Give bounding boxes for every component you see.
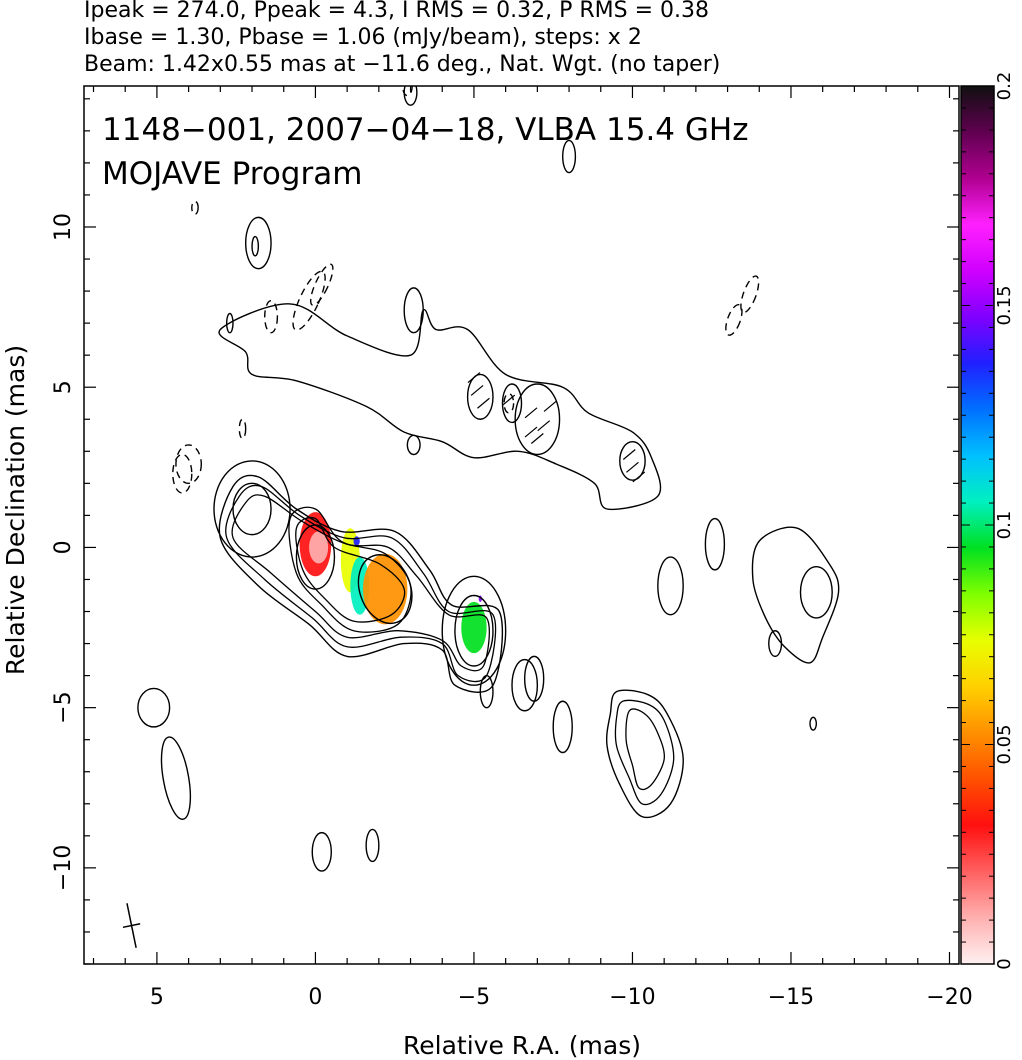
contour xyxy=(403,287,424,334)
negative-contour xyxy=(191,200,199,215)
contour xyxy=(213,460,291,558)
contour xyxy=(562,139,577,174)
contour xyxy=(799,565,833,619)
colorbar-tick-label: 0.15 xyxy=(994,285,1015,325)
x-tick-label: 0 xyxy=(308,985,322,1010)
jet-contour xyxy=(614,699,675,806)
y-tick-label: 0 xyxy=(51,540,76,554)
contour xyxy=(225,312,234,334)
y-tick-label: 10 xyxy=(51,213,76,241)
beam-marker xyxy=(122,903,141,948)
negative-contour xyxy=(740,275,760,314)
hatch-mark xyxy=(477,397,490,409)
contour xyxy=(357,554,413,625)
plot-frame xyxy=(83,85,960,965)
jet-contour xyxy=(625,708,665,791)
polarization-blob xyxy=(362,553,408,625)
y-tick-label: −5 xyxy=(51,691,76,723)
contour xyxy=(311,831,332,872)
x-tick-label: 5 xyxy=(150,985,164,1010)
chart-title: 1148−001, 2007−04−18, VLBA 15.4 GHz xyxy=(102,112,748,148)
contour xyxy=(657,556,684,616)
contour xyxy=(454,594,494,667)
colorbar-tick-label: 0.05 xyxy=(994,724,1015,764)
stats-line-2: Ibase = 1.30, Pbase = 1.06 (mJy/beam), s… xyxy=(84,25,642,50)
negative-contour xyxy=(238,418,247,440)
negative-contour xyxy=(503,392,515,414)
chart-subtitle: MOJAVE Program xyxy=(102,156,362,192)
negative-contour xyxy=(309,263,334,306)
x-tick-label: −5 xyxy=(458,985,490,1010)
hatch-mark xyxy=(543,400,557,412)
negative-contour xyxy=(401,86,413,97)
hatch-mark xyxy=(530,433,544,444)
contour xyxy=(441,575,507,686)
hatch-mark xyxy=(622,449,636,460)
polarization-blob xyxy=(461,601,487,654)
jet-contour xyxy=(218,303,662,511)
contour xyxy=(295,524,336,590)
contour xyxy=(251,235,260,257)
contour xyxy=(365,828,380,863)
hatch-mark xyxy=(626,461,639,473)
x-tick-label: −15 xyxy=(768,985,814,1010)
jet-contour xyxy=(295,516,406,623)
stats-line-1: Ipeak = 274.0, Ppeak = 4.3, I RMS = 0.32… xyxy=(84,0,709,23)
x-axis-label: Relative R.A. (mas) xyxy=(403,1031,641,1060)
negative-contour xyxy=(292,270,326,331)
negative-contour xyxy=(725,304,743,336)
contour xyxy=(479,674,494,709)
colorbar-ticks: 0 0.05 0.1 0.15 0.2 xyxy=(961,72,1015,970)
hatch-mark xyxy=(632,471,646,483)
contour xyxy=(137,687,171,728)
hatch-mark xyxy=(537,420,551,432)
jet-contour xyxy=(606,689,684,819)
contour xyxy=(768,630,783,658)
hatch-mark xyxy=(467,372,481,384)
colorbar-tick-label: 0 xyxy=(994,958,1015,969)
hatch-mark xyxy=(524,426,538,438)
contour xyxy=(511,658,539,712)
hatch-mark xyxy=(524,407,538,419)
contour xyxy=(704,517,726,571)
negative-contour xyxy=(264,299,279,334)
contour xyxy=(160,736,192,820)
contour xyxy=(466,373,494,420)
jet-contour xyxy=(751,526,840,664)
colorbar-tick-label: 0.2 xyxy=(994,72,1015,101)
negative-contour xyxy=(175,444,203,485)
colorbar-tick-label: 0.1 xyxy=(994,511,1015,540)
negative-contour xyxy=(172,453,193,494)
y-tick-label: 5 xyxy=(51,380,76,394)
hatch-mark xyxy=(502,394,516,406)
contour xyxy=(552,700,573,754)
contour xyxy=(809,716,818,731)
axis-ticks: 5 0 −5 −10 −15 −20 10 5 0 −5 −10 xyxy=(51,86,973,1010)
beam-line: Beam: 1.42x0.55 mas at −11.6 deg., Nat. … xyxy=(84,52,721,77)
contour-layer xyxy=(137,86,840,872)
contour xyxy=(406,434,421,456)
contour xyxy=(619,440,646,481)
beam-minor-axis xyxy=(122,923,141,929)
contour xyxy=(514,383,561,456)
contour xyxy=(232,482,272,536)
contour xyxy=(523,655,545,702)
contour xyxy=(244,216,272,270)
x-tick-label: −10 xyxy=(609,985,655,1010)
y-tick-label: −10 xyxy=(51,845,76,891)
polarization-blob xyxy=(309,531,329,564)
hatch-mark xyxy=(470,384,484,396)
jet-contour xyxy=(231,494,490,672)
x-tick-label: −20 xyxy=(926,985,972,1010)
contour xyxy=(501,383,523,424)
jet-contour xyxy=(288,506,412,633)
y-axis-label: Relative Declination (mas) xyxy=(1,345,30,675)
